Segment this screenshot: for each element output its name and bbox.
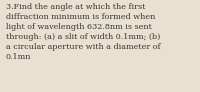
Text: 3.Find the angle at which the first
diffraction minimum is formed when
light of : 3.Find the angle at which the first diff… xyxy=(6,3,160,61)
